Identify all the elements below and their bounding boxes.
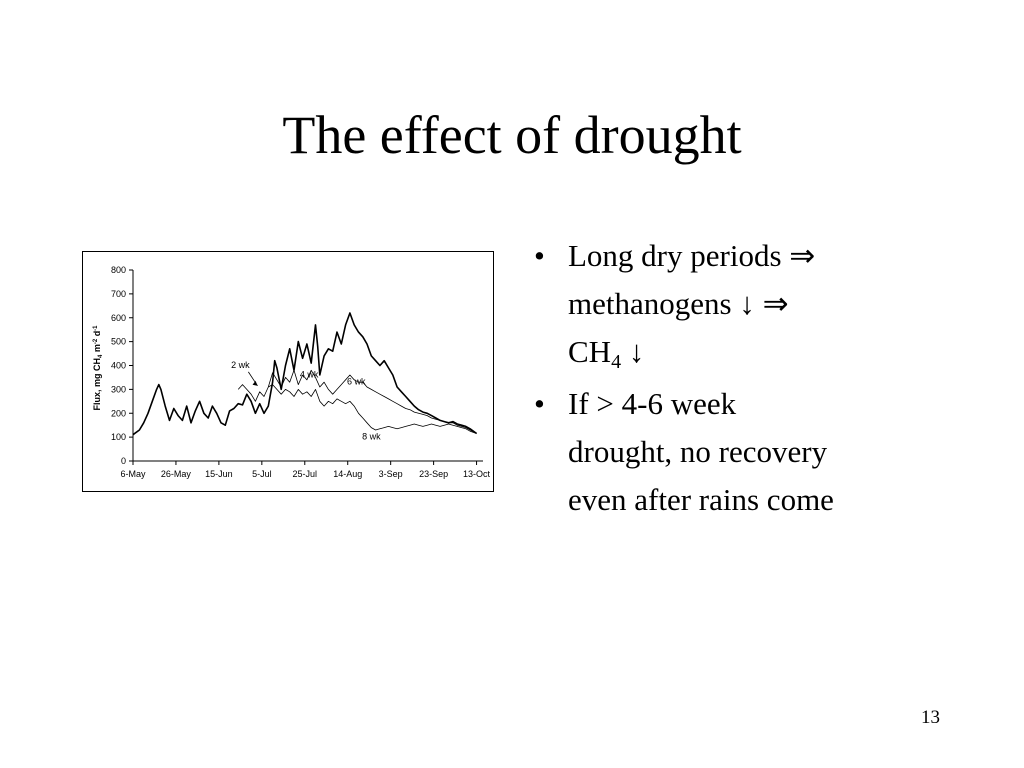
series-line-1 — [132, 312, 478, 436]
y-tick-label: 700 — [111, 289, 126, 299]
bullet-text: Long dry periods ⇒ — [568, 238, 816, 273]
x-tick-label: 13-Oct — [463, 469, 491, 479]
methane-flux-chart: 0 100 200 300 400 500 600 700 800 6-May 26-May 15-J… — [82, 251, 494, 492]
annotation-label: 8 wk — [362, 432, 381, 442]
bullet-text: drought, no recovery — [568, 434, 828, 469]
annotation-label: 6 wk — [347, 377, 366, 387]
x-tick-label: 14-Aug — [333, 469, 362, 479]
chart-svg: 0 100 200 300 400 500 600 700 800 6-May 26-May 15-J… — [92, 265, 491, 479]
bullet-text: If > 4-6 week — [568, 386, 737, 421]
slide-title: The effect of drought — [282, 105, 742, 165]
x-tick-label: 3-Sep — [379, 469, 403, 479]
bullet-text: methanogens ↓ ⇒ — [568, 286, 789, 321]
y-tick-label: 200 — [111, 408, 126, 418]
x-tick-label: 15-Jun — [205, 469, 233, 479]
bullet-item: Long dry periods ⇒ methanogens ↓ ⇒ CH4 ↓ — [532, 232, 1002, 376]
y-tick-label: 100 — [111, 432, 126, 442]
annotation-label: 4 wk — [300, 369, 319, 379]
annotation-arrowhead — [252, 380, 258, 386]
page-number: 13 — [921, 707, 940, 728]
bullet-text: even after rains come — [568, 482, 834, 517]
bullet-list: Long dry periods ⇒ methanogens ↓ ⇒ CH4 ↓… — [532, 232, 1002, 528]
bullet-item: If > 4-6 week drought, no recovery even … — [532, 380, 1002, 524]
y-tick-label: 400 — [111, 361, 126, 371]
bullet-text: ↓ — [621, 334, 645, 369]
bullet-text: CH — [568, 334, 612, 369]
y-tick-label: 0 — [121, 456, 126, 466]
annotation-label: 2 wk — [231, 360, 250, 370]
y-axis-label: Flux, mg CH4 m-2 d-1 — [92, 325, 104, 411]
x-tick-label: 5-Jul — [252, 469, 272, 479]
series-line-2 — [237, 369, 477, 434]
x-tick-label: 23-Sep — [419, 469, 448, 479]
y-tick-label: 600 — [111, 313, 126, 323]
y-tick-label: 300 — [111, 384, 126, 394]
x-tick-label: 26-May — [161, 469, 192, 479]
y-tick-label: 800 — [111, 265, 126, 275]
y-tick-label: 500 — [111, 337, 126, 347]
series-line-3 — [268, 384, 477, 434]
x-tick-label: 6-May — [120, 469, 146, 479]
subscript: 4 — [611, 351, 622, 373]
x-tick-label: 25-Jul — [293, 469, 318, 479]
